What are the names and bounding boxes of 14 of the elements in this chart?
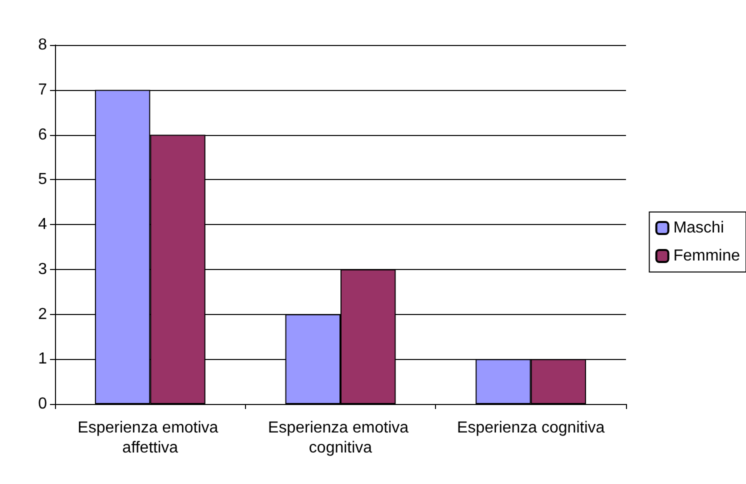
legend-label: Maschi: [673, 220, 724, 236]
y-tick-label: 6: [38, 126, 48, 144]
x-tick-label: Esperienza emotiva cognitiva: [268, 420, 413, 456]
y-tick-label: 0: [38, 396, 48, 412]
y-tick-label: 8: [38, 36, 48, 54]
x-tick-label: Esperienza cognitiva: [457, 420, 605, 436]
y-tick-label: 2: [38, 306, 48, 323]
y-tick-label: 5: [38, 171, 48, 188]
legend-label: Femmine: [673, 248, 740, 264]
y-tick-label: 3: [38, 260, 48, 278]
y-tick-label: 4: [38, 216, 48, 233]
y-tick-label: 7: [38, 81, 48, 98]
y-tick-label: 1: [38, 350, 48, 368]
x-tick-label: Esperienza emotiva affettiva: [78, 420, 223, 456]
